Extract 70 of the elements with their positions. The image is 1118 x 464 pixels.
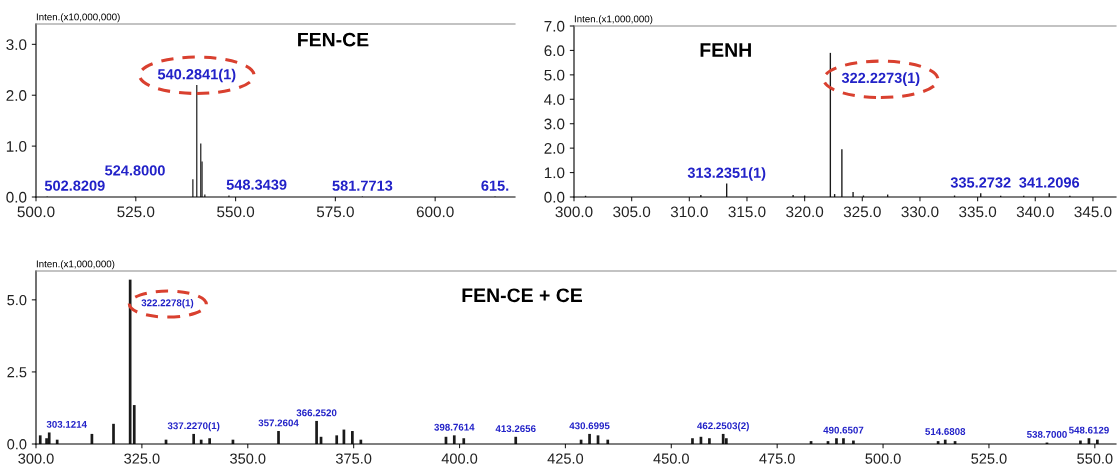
y-tick-label: 4.0 (544, 94, 565, 105)
y-tick-label: 0.0 (7, 439, 27, 450)
x-tick-label: 300.0 (18, 453, 54, 464)
y-tick-label: 2.0 (544, 143, 565, 154)
y-tick-label: 0.0 (544, 191, 565, 203)
x-tick-label: 500.0 (17, 206, 55, 218)
annotation: 615. (481, 180, 509, 191)
y-tick-label: 5.0 (7, 294, 27, 306)
x-tick-label: 575.0 (316, 206, 354, 218)
x-tick-label: 305.0 (613, 206, 651, 218)
chart-title: FEN-CE (298, 32, 369, 47)
text: FEN-CE + CE (462, 288, 583, 303)
annotation: 398.7614 (434, 423, 475, 431)
x-tick-label: 335.0 (959, 206, 997, 218)
x-tick-label: 345.0 (1074, 206, 1112, 218)
text: FENH (700, 43, 751, 57)
x-tick-label: 525.0 (117, 206, 155, 218)
y-tick-label: 5.0 (544, 69, 565, 81)
annotation: 366.2520 (296, 409, 337, 417)
annotation: 538.7000 (1026, 430, 1067, 438)
x-tick-label: 475.0 (759, 453, 795, 464)
x-tick-label: 310.0 (670, 206, 708, 218)
annotation: 337.2270(1) (167, 422, 220, 432)
y-tick-label: 3.0 (6, 39, 27, 51)
y-axis-title: Inten.(x1,000,000) (574, 15, 653, 25)
x-tick-label: 340.0 (1016, 206, 1054, 218)
x-tick-label: 550.0 (1077, 453, 1113, 464)
annotation: 502.8209 (44, 180, 105, 191)
annotation: 514.6808 (925, 428, 966, 435)
annotation: 548.6129 (1068, 426, 1109, 434)
y-tick-label: 0.0 (6, 191, 27, 203)
x-tick-label: 330.0 (901, 206, 939, 218)
annotation: 524.8000 (105, 165, 165, 176)
x-tick-label: 375.0 (335, 453, 372, 464)
x-tick-label: 315.0 (728, 206, 766, 218)
annotation: 548.3439 (226, 179, 287, 190)
x-tick-label: 320.0 (786, 206, 824, 218)
y-tick-label: 3.0 (544, 118, 565, 130)
y-tick-label: 2.5 (7, 367, 27, 378)
x-tick-label: 400.0 (441, 453, 478, 464)
annotation: 413.2656 (495, 425, 536, 433)
annotation: 357.2604 (258, 419, 299, 427)
x-tick-label: 350.0 (230, 453, 266, 464)
annotation: 303.1214 (46, 420, 87, 428)
x-tick-label: 550.0 (217, 206, 255, 218)
annotation: 540.2841(1) (157, 68, 236, 83)
y-tick-label: 1.0 (544, 167, 565, 179)
annotation: 490.6507 (823, 426, 864, 434)
x-tick-label: 500.0 (865, 453, 901, 464)
x-tick-label: 450.0 (653, 453, 689, 464)
x-tick-label: 525.0 (971, 453, 1007, 464)
y-tick-label: 2.0 (6, 90, 27, 101)
annotation: 430.6995 (569, 422, 610, 430)
x-tick-label: 325.0 (843, 206, 881, 218)
annotation: 341.2096 (1019, 177, 1080, 188)
annotation: 313.2351(1) (687, 167, 766, 181)
y-axis-title: Inten.(x10,000,000) (36, 13, 120, 23)
x-tick-label: 600.0 (416, 206, 454, 218)
y-tick-label: 6.0 (544, 45, 565, 57)
x-tick-label: 300.0 (555, 206, 593, 218)
x-tick-label: 425.0 (547, 453, 584, 464)
y-tick-label: 7.0 (544, 20, 565, 32)
annotation: 322.2278(1) (141, 299, 194, 309)
x-tick-label: 325.0 (124, 453, 160, 464)
annotation: 335.2732 (950, 177, 1011, 188)
annotation: 462.2503(2) (697, 422, 749, 432)
annotation: 581.7713 (332, 180, 393, 191)
y-axis-title: Inten.(x1,000,000) (36, 260, 115, 270)
annotation: 322.2273(1) (841, 72, 920, 86)
y-tick-label: 1.0 (6, 140, 27, 152)
